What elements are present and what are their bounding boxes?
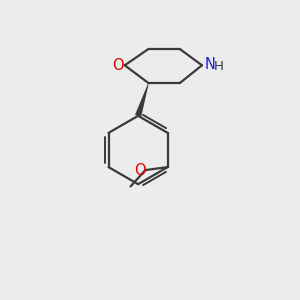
Text: O: O (112, 58, 124, 73)
Text: H: H (214, 60, 224, 73)
Polygon shape (135, 83, 149, 117)
Text: O: O (134, 163, 146, 178)
Text: N: N (205, 57, 216, 72)
